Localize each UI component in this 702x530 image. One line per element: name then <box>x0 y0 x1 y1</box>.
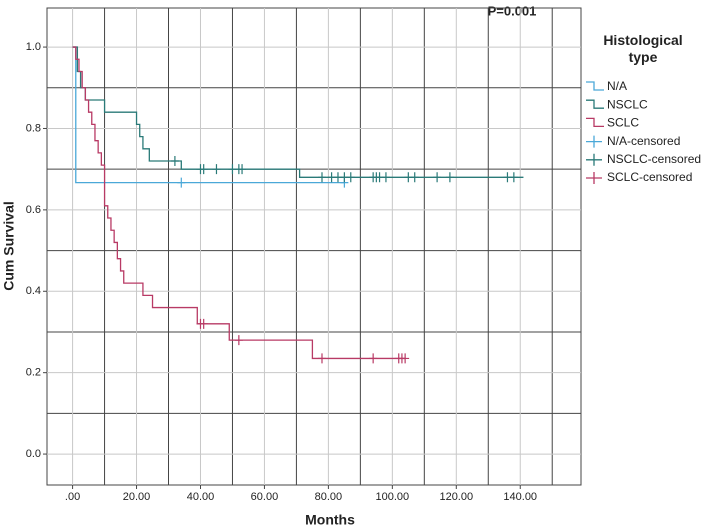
censor-mark <box>238 164 247 175</box>
censor-mark <box>212 164 221 175</box>
censor-mark <box>381 172 390 183</box>
legend-label: NSCLC <box>607 97 648 111</box>
censor-mark <box>410 172 419 183</box>
y-tick-label: 0.6 <box>26 204 41 216</box>
legend-icon <box>586 81 604 91</box>
censor-mark <box>317 172 326 183</box>
y-tick-label: 1.0 <box>26 41 41 53</box>
y-tick-label: 0.2 <box>26 367 41 379</box>
x-tick-label: 80.00 <box>315 491 343 503</box>
legend-label: N/A-censored <box>607 134 680 148</box>
censor-mark <box>401 353 410 364</box>
chart-title: P=0.001 <box>488 3 537 18</box>
survival-curve <box>72 46 345 184</box>
legend-icon <box>586 117 604 128</box>
x-tick-label: 140.00 <box>503 491 537 503</box>
legend-icon <box>586 172 602 184</box>
censor-mark <box>170 156 179 167</box>
censor-mark <box>346 172 355 183</box>
y-tick-label: 0.4 <box>26 285 41 297</box>
legend-label: SCLC-censored <box>607 170 692 184</box>
censor-mark <box>177 177 186 188</box>
legend-label: NSCLC-censored <box>607 152 701 166</box>
legend-label: SCLC <box>607 116 639 130</box>
censor-mark <box>199 164 208 175</box>
legend-icon <box>586 99 604 109</box>
y-tick-label: 0.8 <box>26 122 41 134</box>
y-tick-label: 0.0 <box>26 448 41 460</box>
x-axis-label: Months <box>305 512 355 528</box>
censor-mark <box>509 172 518 183</box>
x-tick-label: .00 <box>65 491 80 503</box>
plot-frame <box>46 7 582 486</box>
censor-mark <box>317 353 326 364</box>
x-tick-label: 60.00 <box>251 491 279 503</box>
censor-mark <box>369 353 378 364</box>
survival-curve <box>72 46 524 178</box>
legend-icon <box>586 153 602 166</box>
legend-title: Histological type <box>603 32 683 65</box>
censor-mark <box>234 335 243 346</box>
x-tick-label: 20.00 <box>123 491 151 503</box>
y-axis-label: Cum Survival <box>1 201 17 290</box>
censor-mark <box>199 318 208 329</box>
censor-mark <box>433 172 442 183</box>
x-tick-label: 40.00 <box>187 491 215 503</box>
x-tick-label: 100.00 <box>376 491 410 503</box>
legend-icon <box>586 135 602 148</box>
x-tick-label: 120.00 <box>439 491 473 503</box>
survival-curve <box>72 46 406 360</box>
censor-mark <box>445 172 454 183</box>
legend-label: N/A <box>607 79 627 93</box>
